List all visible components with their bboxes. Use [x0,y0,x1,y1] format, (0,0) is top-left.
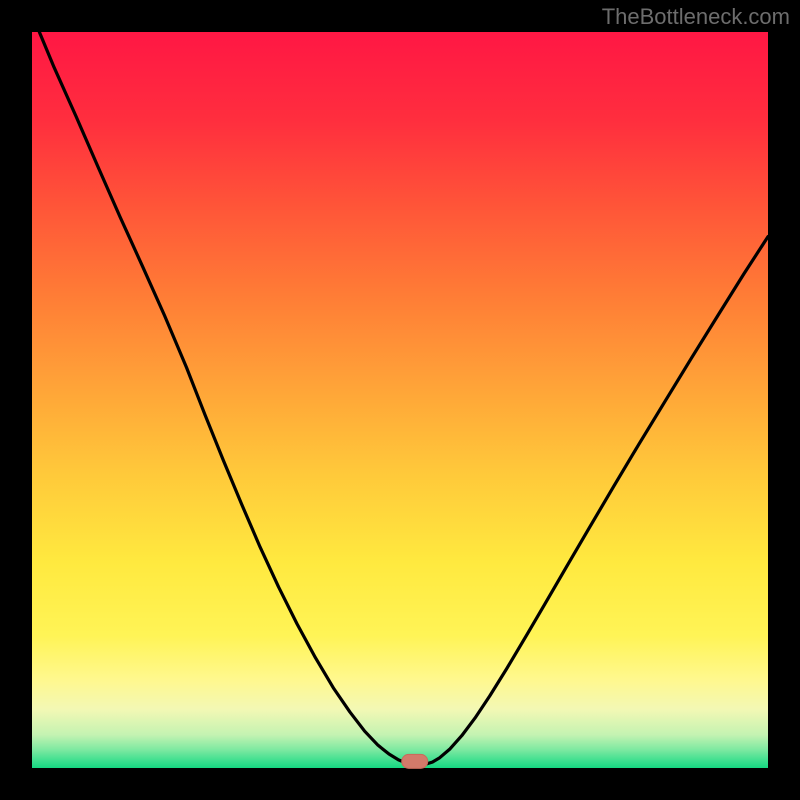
chart-svg [0,0,800,800]
optimal-marker [402,754,428,768]
gradient-background [32,32,768,768]
bottleneck-chart: TheBottleneck.com [0,0,800,800]
attribution-text: TheBottleneck.com [602,4,790,30]
